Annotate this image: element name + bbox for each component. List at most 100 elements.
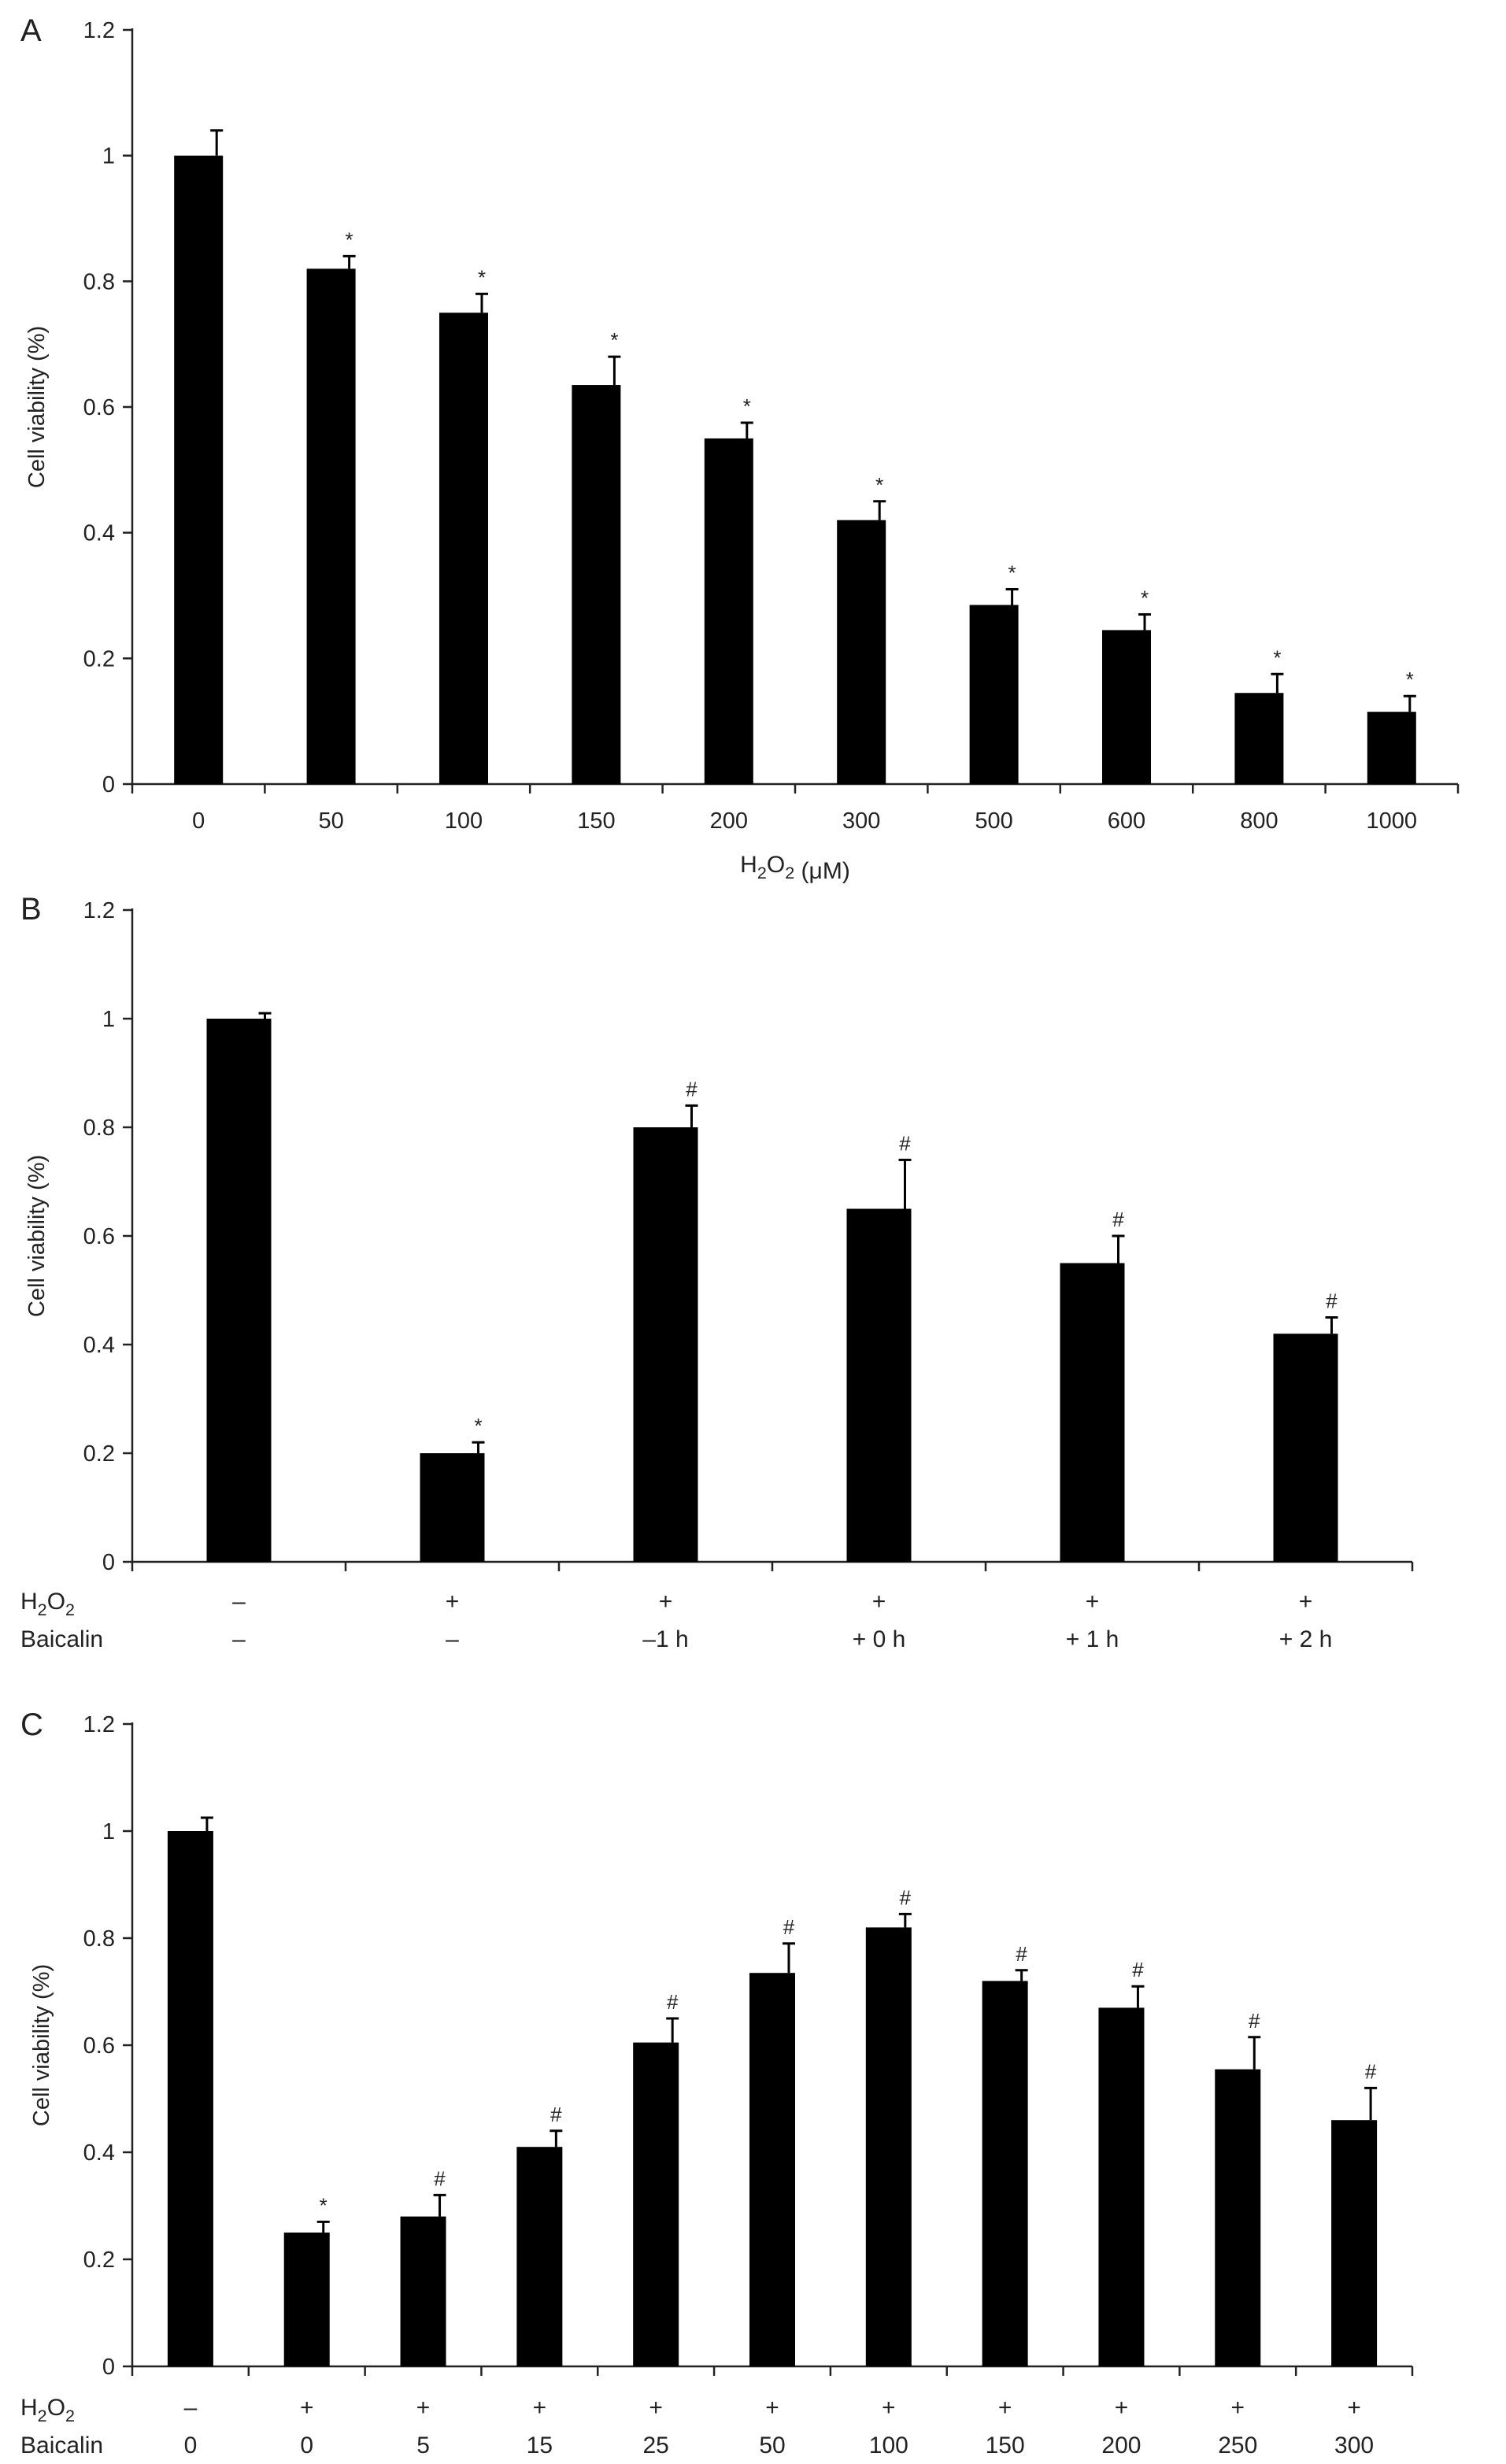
treatment-cell: 150 <box>986 2433 1025 2458</box>
y-tick-label: 0.2 <box>83 2248 115 2273</box>
treatment-cell: 50 <box>759 2433 785 2458</box>
treatment-cell: + <box>533 2395 547 2421</box>
treatment-cell: + <box>659 1589 673 1615</box>
x-tick-label: 1000 <box>1367 808 1418 834</box>
treatment-cell: 200 <box>1101 2433 1141 2458</box>
bar <box>174 155 224 784</box>
y-tick-label: 0 <box>102 772 115 797</box>
chart-panel-b: B 0 0.2 0.4 0.6 0.8 1 1.2 Cell viability (%) * # # #… <box>20 892 1414 1652</box>
y-tick-label: 0.4 <box>83 1333 115 1358</box>
significance-marker: # <box>900 1885 912 1909</box>
treatment-cell: 100 <box>869 2433 908 2458</box>
treatment-cell: 0 <box>184 2433 198 2458</box>
bar <box>1098 2007 1145 2366</box>
x-tick-label: 300 <box>842 808 880 834</box>
bar <box>1060 1263 1125 1562</box>
bar <box>420 1453 485 1562</box>
treatment-cell: + <box>1086 1589 1100 1615</box>
y-tick-label: 0.4 <box>83 521 115 546</box>
significance-marker: * <box>478 265 486 289</box>
significance-marker: * <box>610 328 618 352</box>
significance-marker: * <box>743 394 751 418</box>
bar <box>1331 2120 1378 2366</box>
bar <box>1215 2069 1261 2366</box>
treatment-cell: + <box>1299 1589 1313 1615</box>
row-label: H2O2 <box>20 1589 75 1619</box>
y-tick-label: 1.2 <box>83 1712 115 1737</box>
y-tick-label: 0.8 <box>83 1926 115 1952</box>
treatment-cell: – <box>446 1626 459 1652</box>
x-tick-label: 200 <box>710 808 748 834</box>
significance-marker: # <box>1112 1208 1124 1231</box>
y-tick-label: 0 <box>102 2355 115 2380</box>
significance-marker: * <box>875 473 883 497</box>
treatment-cell: + <box>300 2395 314 2421</box>
significance-marker: * <box>1008 561 1016 585</box>
row-label: Baicalin <box>20 2433 103 2458</box>
significance-marker: * <box>320 2193 327 2217</box>
significance-marker: # <box>1016 1942 1027 1966</box>
significance-marker: # <box>686 1077 697 1101</box>
y-tick-label: 0.6 <box>83 1224 115 1249</box>
significance-marker: * <box>346 228 353 251</box>
y-axis-label: Cell viability (%) <box>24 326 50 488</box>
treatment-cell: + 2 h <box>1279 1626 1333 1652</box>
significance-marker: # <box>1132 1958 1144 1981</box>
bar <box>846 1208 912 1562</box>
treatment-cell: + <box>998 2395 1012 2421</box>
treatment-cell: – <box>232 1626 246 1652</box>
treatment-cell: 25 <box>642 2433 668 2458</box>
bar <box>167 1831 213 2366</box>
bar <box>837 520 886 784</box>
x-tick-label: 600 <box>1108 808 1145 834</box>
significance-marker: * <box>474 1414 482 1437</box>
y-tick-label: 0.2 <box>83 646 115 671</box>
chart-panel-a: A 0 0.2 0.4 0.6 0.8 1 1.2 Cell viability (%) * * * *… <box>20 13 1460 884</box>
treatment-cell: + <box>1347 2395 1361 2421</box>
y-tick-label: 0.6 <box>83 395 115 420</box>
bar <box>982 1981 1028 2366</box>
x-tick-label: 50 <box>318 808 343 834</box>
bar <box>306 268 356 784</box>
bar <box>749 1973 795 2366</box>
treatment-cell: + <box>765 2395 779 2421</box>
y-tick-label: 0.4 <box>83 2140 115 2166</box>
significance-marker: * <box>1406 668 1414 691</box>
treatment-cell: 5 <box>416 2433 430 2458</box>
x-tick-label: 150 <box>577 808 615 834</box>
y-tick-label: 0.6 <box>83 2033 115 2059</box>
x-tick-label: 0 <box>192 808 205 834</box>
panel-label: A <box>20 13 42 48</box>
significance-marker: # <box>1249 2009 1260 2033</box>
y-tick-label: 0.2 <box>83 1441 115 1467</box>
y-tick-label: 1 <box>102 1819 115 1844</box>
significance-marker: # <box>899 1131 911 1155</box>
treatment-cell: + <box>872 1589 886 1615</box>
treatment-cell: + <box>882 2395 896 2421</box>
bar <box>1273 1334 1338 1562</box>
bar <box>969 605 1019 784</box>
panel-label: C <box>20 1707 43 1742</box>
x-tick-label: 100 <box>445 808 483 834</box>
bar <box>704 438 753 784</box>
bar <box>633 1127 698 1562</box>
significance-marker: # <box>783 1915 795 1939</box>
y-tick-label: 1.2 <box>83 898 115 923</box>
significance-marker: * <box>1141 586 1149 609</box>
treatment-cell: + <box>1115 2395 1129 2421</box>
treatment-cell: – <box>184 2395 198 2421</box>
significance-marker: # <box>550 2103 562 2126</box>
row-label: Baicalin <box>20 1626 103 1652</box>
treatment-cell: + <box>1231 2395 1245 2421</box>
chart-panel-c: C 0 0.2 0.4 0.6 0.8 1 1.2 Cell viability (%) * # # #… <box>20 1707 1414 2458</box>
treatment-cell: –1 h <box>642 1626 688 1652</box>
y-tick-label: 0.8 <box>83 269 115 294</box>
treatment-cell: + <box>416 2395 431 2421</box>
y-tick-label: 0.8 <box>83 1115 115 1141</box>
bar <box>572 385 621 784</box>
bar <box>439 313 488 784</box>
bar <box>1102 630 1151 784</box>
y-tick-label: 1.2 <box>83 18 115 43</box>
bar <box>1234 693 1284 784</box>
x-tick-label: 500 <box>975 808 1012 834</box>
